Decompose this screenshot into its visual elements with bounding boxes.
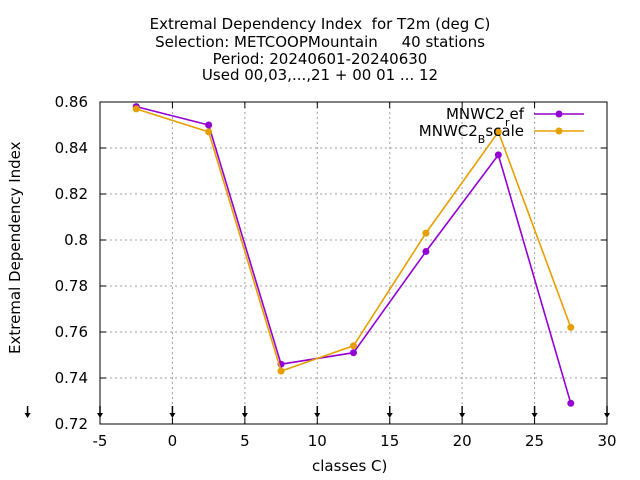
chart-title-line-2: Selection: METCOOPMountain 40 stations: [155, 33, 485, 51]
y-axis-label: Extremal Dependency Index: [6, 141, 24, 354]
y-tick-label: 0.72: [55, 415, 88, 433]
series-1: [132, 105, 575, 375]
data-point: [422, 248, 430, 255]
data-point: [555, 127, 563, 135]
y-tick-label: 0.76: [55, 323, 88, 341]
x-tick-label: 10: [308, 432, 327, 450]
class-marker-head: [24, 413, 31, 418]
y-tick-label: 0.86: [55, 93, 88, 111]
class-marker-head: [314, 413, 321, 418]
x-axis-label: classes C): [312, 457, 388, 475]
series-layer: [132, 103, 575, 407]
y-tick-label: 0.78: [55, 277, 88, 295]
data-point: [350, 349, 357, 357]
class-marker-head: [531, 413, 538, 418]
y-tick-label: 0.74: [55, 369, 88, 387]
data-point: [567, 323, 575, 331]
class-marker-head: [169, 413, 176, 418]
chart-title-line-1: Extremal Dependency Index for T2m (deg C…: [149, 15, 491, 33]
data-point: [555, 110, 563, 118]
data-point: [494, 151, 502, 159]
chart-title-line-3: Period: 20240601-20240630: [212, 50, 428, 68]
axes: -5 0 5 10 15 20 25 30 0.72 0.74 0.76 0.78 0.8 0.82 0.8…: [24, 93, 617, 450]
chart-title-line-4: Used 00,03,...,21 + 00 01 ... 12: [201, 66, 439, 84]
data-point: [567, 399, 575, 407]
legend-label-1: MNWC2Bscale: [419, 122, 524, 146]
y-tick-label: 0.82: [55, 185, 88, 203]
data-point: [350, 342, 357, 350]
data-point: [205, 128, 213, 136]
x-tick-label: -5: [93, 432, 108, 450]
class-marker-head: [97, 413, 103, 418]
data-point: [277, 367, 285, 375]
x-tick-label: 5: [240, 432, 250, 450]
series-0: [132, 103, 575, 407]
data-point: [422, 229, 430, 237]
class-marker-head: [459, 413, 466, 418]
x-tick-label: 30: [597, 432, 616, 450]
x-tick-label: 20: [453, 432, 472, 450]
class-marker-head: [386, 413, 393, 418]
class-marker-head: [241, 413, 248, 418]
class-marker-head: [604, 413, 610, 418]
y-tick-label: 0.84: [55, 139, 88, 157]
data-point: [132, 105, 140, 113]
data-point: [494, 128, 502, 136]
grid: [100, 102, 607, 424]
y-tick-label: 0.8: [64, 231, 88, 249]
x-tick-label: 15: [380, 432, 399, 450]
legend-label-0: MNWC2ref: [446, 105, 525, 129]
x-tick-label: 0: [168, 432, 178, 450]
data-point: [205, 121, 213, 129]
x-tick-label: 25: [525, 432, 544, 450]
plot-frame: [99, 101, 608, 425]
